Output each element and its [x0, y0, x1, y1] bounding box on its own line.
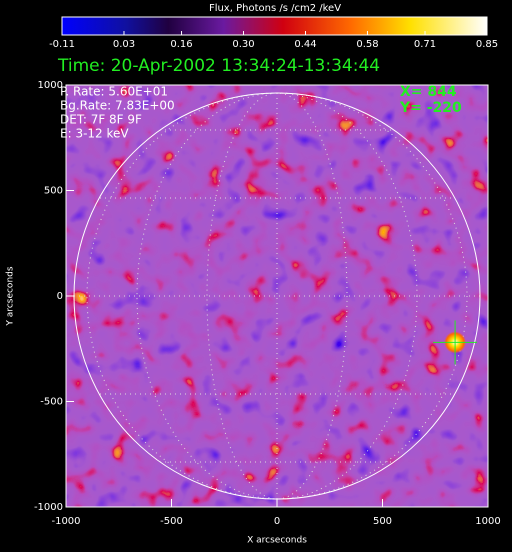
y-tick-label: -500	[40, 397, 63, 408]
marker-x-text: X= 844	[400, 84, 457, 100]
colorbar	[61, 16, 488, 36]
colorbar-tick-label: 0.44	[294, 39, 316, 50]
y-axis-label: Y arcseconds	[6, 266, 16, 326]
x-tick-label: 500	[373, 516, 392, 527]
info-line: Bg.Rate: 7.83E+00	[60, 99, 175, 113]
flux-image	[66, 85, 488, 507]
image-area	[66, 85, 488, 507]
marker-y-text: Y= -220	[399, 100, 462, 116]
y-tick-label: 0	[57, 291, 63, 302]
x-tick-label: -1000	[51, 516, 80, 527]
colorbar-tick-label: 0.71	[414, 39, 436, 50]
x-tick-label: 1000	[475, 516, 500, 527]
colorbar-tick-label: 0.03	[113, 39, 135, 50]
y-tick-label: -1000	[34, 502, 63, 513]
x-tick-label: 0	[274, 516, 280, 527]
y-tick-label: 500	[44, 186, 63, 197]
colorbar-tick-label: 0.16	[170, 39, 192, 50]
colorbar-tick-label: 0.30	[232, 39, 254, 50]
info-line: E: 3-12 keV	[60, 127, 129, 141]
colorbar-tick-label: 0.58	[356, 39, 378, 50]
colorbar-title: Flux, Photons /s /cm2 /keV	[209, 3, 341, 14]
x-tick-label: -500	[160, 516, 183, 527]
info-line: DET: 7F 8F 9F	[60, 113, 142, 127]
colorbar-tick-label: 0.85	[476, 39, 498, 50]
time-title: Time: 20-Apr-2002 13:34:24-13:34:44	[57, 56, 380, 76]
colorbar-tick-label: -0.11	[49, 39, 75, 50]
x-axis-label: X arcseconds	[247, 536, 307, 546]
info-line: P. Rate: 5.60E+01	[60, 85, 168, 99]
y-tick-label: 1000	[38, 80, 63, 91]
